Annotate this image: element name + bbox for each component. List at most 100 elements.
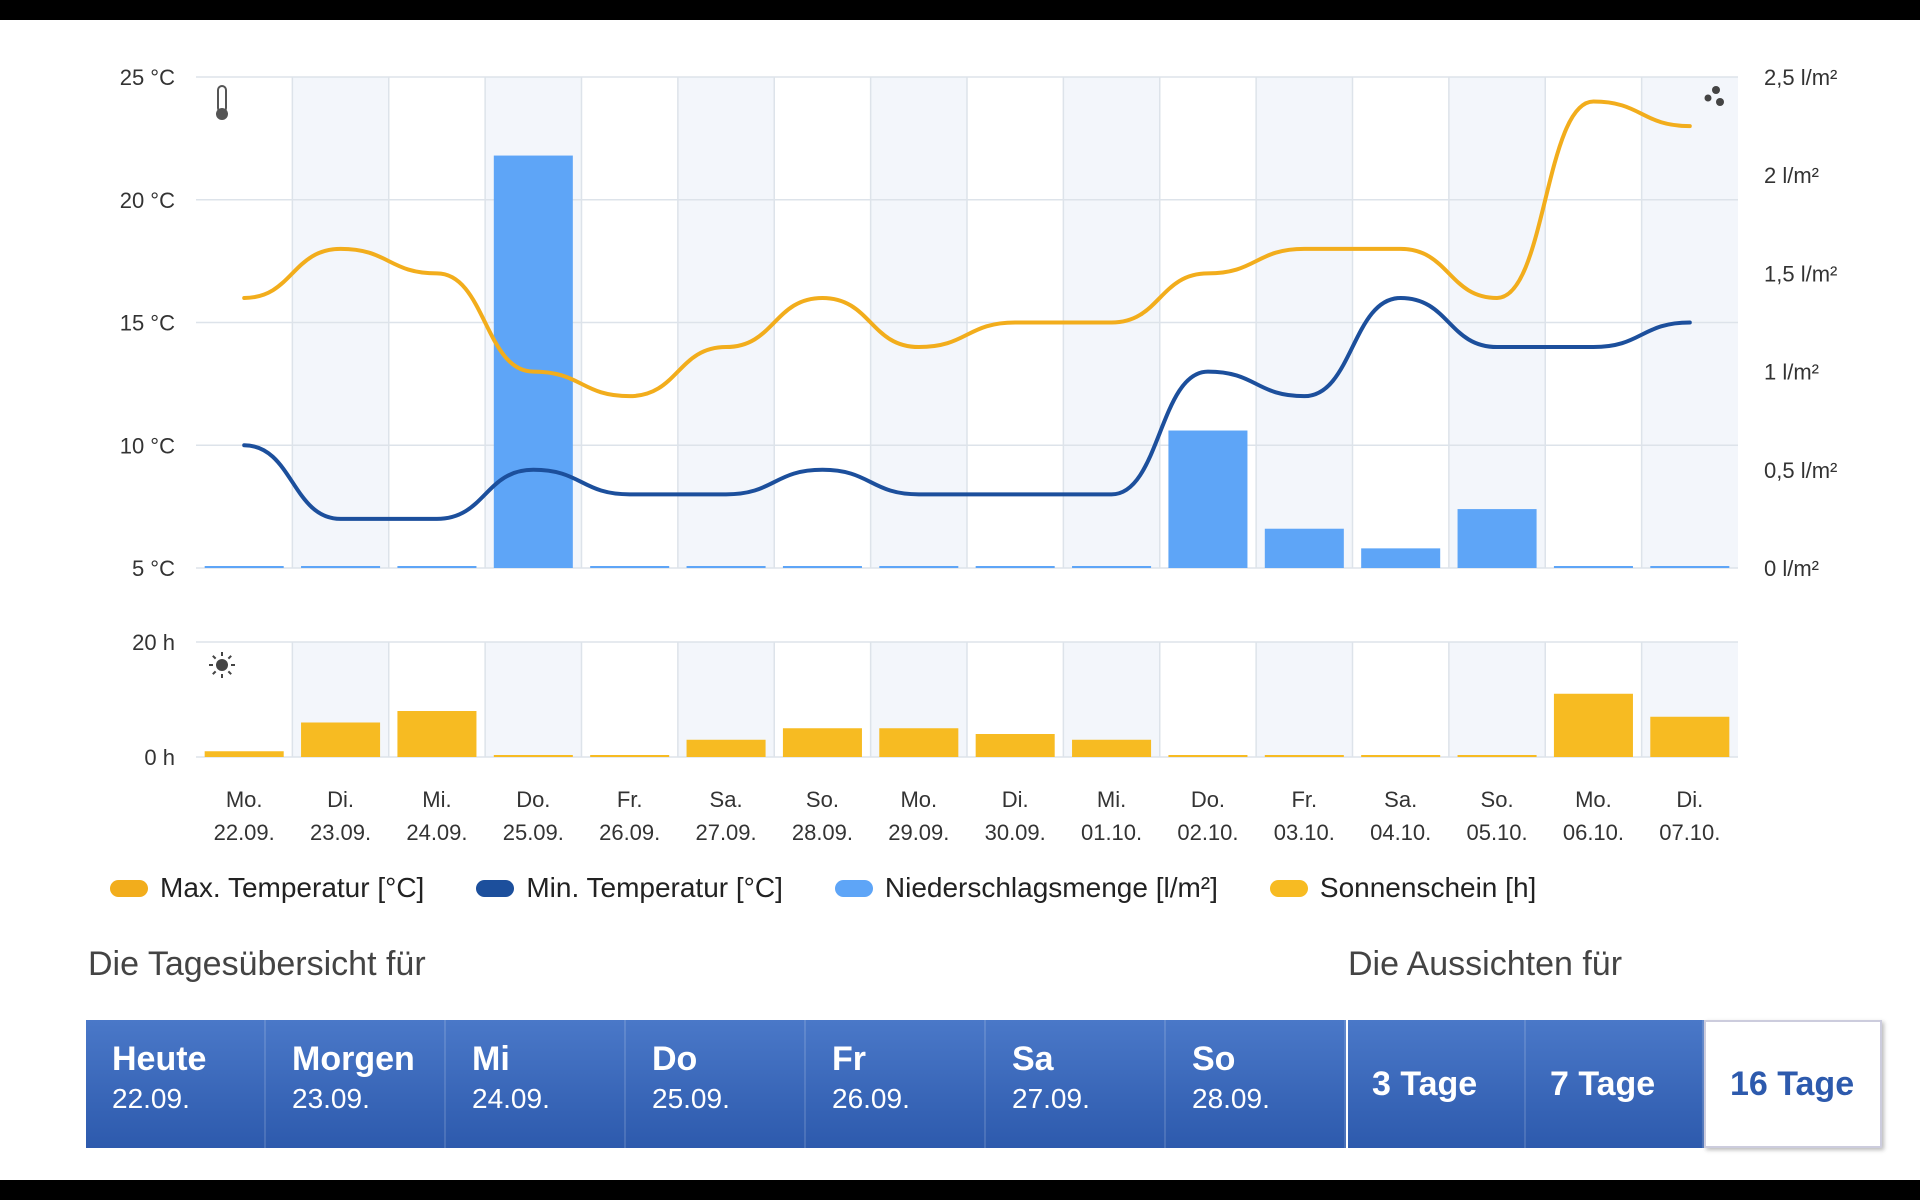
max-temp-point[interactable]: [819, 295, 825, 301]
precip-bar[interactable]: [301, 566, 381, 568]
max-temp-point[interactable]: [1109, 320, 1115, 326]
min-temp-line[interactable]: [242, 295, 1692, 521]
legend-item-min-temp[interactable]: Min. Temperatur [°C]: [476, 872, 783, 904]
min-temp-point[interactable]: [241, 442, 247, 448]
tab-day-saturday[interactable]: Sa 27.09.: [986, 1020, 1166, 1148]
sunshine-bar[interactable]: [397, 711, 477, 757]
x-axis-day-label: Mi.: [1097, 787, 1126, 812]
sun-icon-ray: [212, 670, 217, 675]
weather-forecast-screen: 25 °C 20 °C 15 °C 10 °C 5 °C 2,5 l/m² 2 l/m² 1,…: [0, 20, 1920, 1180]
tab-day-friday[interactable]: Fr 26.09.: [806, 1020, 986, 1148]
sunshine-bar[interactable]: [1650, 716, 1730, 757]
precip-bar[interactable]: [686, 566, 766, 568]
min-temp-point[interactable]: [1590, 344, 1596, 350]
min-temp-point[interactable]: [530, 467, 536, 473]
max-temp-point[interactable]: [1687, 123, 1693, 129]
sunshine-bar[interactable]: [1264, 755, 1344, 757]
sunshine-bar[interactable]: [782, 728, 862, 757]
tab-day-thursday[interactable]: Do 25.09.: [626, 1020, 806, 1148]
tab-day-today[interactable]: Heute 22.09.: [86, 1020, 266, 1148]
legend-swatch-sunshine: [1269, 879, 1308, 897]
precip-bar[interactable]: [1553, 566, 1633, 568]
sunshine-bar[interactable]: [975, 734, 1055, 757]
min-temp-point[interactable]: [627, 491, 633, 497]
max-temp-point[interactable]: [530, 369, 536, 375]
legend-item-max-temp[interactable]: Max. Temperatur [°C]: [110, 872, 424, 904]
min-temp-point[interactable]: [916, 491, 922, 497]
sunshine-bar[interactable]: [1361, 755, 1441, 757]
tab-day-label: Mi: [472, 1040, 510, 1078]
tab-day-label: Sa: [1012, 1040, 1054, 1078]
legend-swatch-precipitation: [834, 879, 873, 897]
tab-range-3-days[interactable]: 3 Tage: [1348, 1020, 1526, 1148]
max-temp-point[interactable]: [1398, 246, 1404, 252]
sunshine-bar[interactable]: [1168, 755, 1248, 757]
thermometer-icon-bulb: [216, 108, 228, 120]
tab-day-label: Fr: [832, 1040, 866, 1078]
tab-range-16-days[interactable]: 16 Tage: [1704, 1020, 1882, 1148]
sunshine-bar[interactable]: [204, 751, 284, 757]
max-temp-point[interactable]: [338, 246, 344, 252]
legend-label-sunshine: Sonnenschein [h]: [1319, 872, 1537, 903]
max-temp-point[interactable]: [1301, 246, 1307, 252]
min-temp-point[interactable]: [1687, 320, 1693, 326]
sunshine-bar[interactable]: [1553, 693, 1633, 757]
sunshine-bar[interactable]: [686, 739, 766, 757]
tab-day-label: Heute: [112, 1040, 207, 1078]
max-temp-point[interactable]: [1012, 320, 1018, 326]
x-axis-day-label: Di.: [327, 787, 354, 812]
precip-bar[interactable]: [1264, 528, 1344, 568]
max-temp-point[interactable]: [627, 393, 633, 399]
precip-bar[interactable]: [782, 566, 862, 568]
min-temp-point[interactable]: [338, 516, 344, 522]
max-temp-point[interactable]: [241, 295, 247, 301]
max-temp-point[interactable]: [434, 270, 440, 276]
max-temp-line[interactable]: [242, 99, 1692, 399]
x-axis-day-label: Fr.: [617, 787, 643, 812]
precip-bar[interactable]: [204, 566, 284, 568]
min-temp-point[interactable]: [1398, 295, 1404, 301]
legend-item-precipitation[interactable]: Niederschlagsmenge [l/m²]: [834, 872, 1218, 904]
precip-bar[interactable]: [1361, 548, 1441, 568]
tab-day-sunday[interactable]: So 28.09.: [1166, 1020, 1346, 1148]
min-temp-point[interactable]: [434, 516, 440, 522]
min-temp-point[interactable]: [1012, 491, 1018, 497]
legend-item-sunshine[interactable]: Sonnenschein [h]: [1269, 872, 1537, 904]
min-temp-point[interactable]: [1494, 344, 1500, 350]
precip-bar[interactable]: [975, 566, 1055, 568]
max-temp-point[interactable]: [1205, 270, 1211, 276]
temp-axis-tick-label: 20 °C: [120, 188, 175, 213]
precip-bar[interactable]: [1650, 566, 1730, 568]
tab-day-label: Morgen: [292, 1040, 415, 1078]
precip-bar[interactable]: [493, 155, 573, 568]
x-axis-day-label: Di.: [1676, 787, 1703, 812]
precip-bar[interactable]: [397, 566, 477, 568]
sunshine-bar[interactable]: [301, 722, 381, 758]
precip-bar[interactable]: [1168, 430, 1248, 568]
sunshine-bar[interactable]: [1072, 739, 1152, 757]
min-temp-point[interactable]: [819, 467, 825, 473]
sunshine-bar[interactable]: [493, 755, 573, 757]
sunshine-bar[interactable]: [1457, 755, 1537, 757]
tab-day-tomorrow[interactable]: Morgen 23.09.: [266, 1020, 446, 1148]
x-axis-date-label: 22.09.: [214, 820, 275, 845]
precip-bar[interactable]: [879, 566, 959, 568]
precip-axis-tick-label: 1 l/m²: [1764, 360, 1819, 385]
min-temp-point[interactable]: [723, 491, 729, 497]
sunshine-bar[interactable]: [590, 755, 670, 757]
precip-bar[interactable]: [590, 566, 670, 568]
min-temp-point[interactable]: [1109, 491, 1115, 497]
precip-bar[interactable]: [1072, 566, 1152, 568]
max-temp-point[interactable]: [916, 344, 922, 350]
tab-range-7-days[interactable]: 7 Tage: [1526, 1020, 1704, 1148]
min-temp-point[interactable]: [1205, 369, 1211, 375]
max-temp-point[interactable]: [1494, 295, 1500, 301]
min-temp-point[interactable]: [1301, 393, 1307, 399]
rain-drops-icon: [1712, 86, 1720, 94]
max-temp-point[interactable]: [723, 344, 729, 350]
sunshine-bar[interactable]: [879, 728, 959, 757]
max-temp-point[interactable]: [1590, 99, 1596, 105]
tab-day-wednesday[interactable]: Mi 24.09.: [446, 1020, 626, 1148]
x-axis-date-label: 01.10.: [1081, 820, 1142, 845]
precip-bar[interactable]: [1457, 509, 1537, 568]
